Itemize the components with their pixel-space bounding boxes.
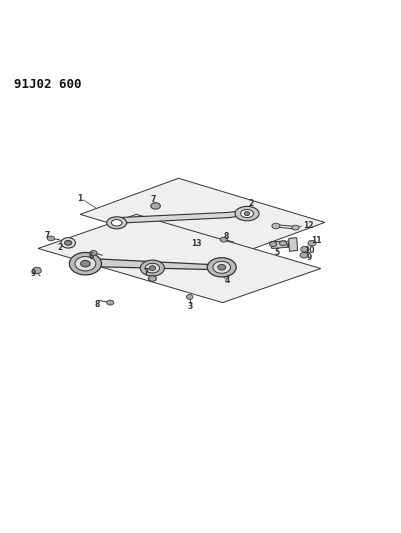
Ellipse shape bbox=[241, 209, 253, 217]
Text: 8: 8 bbox=[94, 300, 100, 309]
Ellipse shape bbox=[220, 237, 227, 242]
Text: 13: 13 bbox=[191, 239, 202, 248]
Polygon shape bbox=[113, 210, 252, 227]
Polygon shape bbox=[82, 259, 231, 270]
Ellipse shape bbox=[235, 206, 259, 221]
Text: 2: 2 bbox=[248, 199, 253, 208]
Text: 7: 7 bbox=[45, 231, 50, 240]
Text: 7: 7 bbox=[144, 269, 149, 277]
Ellipse shape bbox=[269, 241, 277, 246]
Ellipse shape bbox=[279, 241, 287, 246]
Text: 2: 2 bbox=[57, 243, 63, 252]
Ellipse shape bbox=[300, 253, 308, 258]
Ellipse shape bbox=[47, 236, 55, 241]
Ellipse shape bbox=[151, 203, 160, 209]
Ellipse shape bbox=[292, 225, 299, 230]
Ellipse shape bbox=[149, 265, 156, 271]
Polygon shape bbox=[270, 241, 288, 248]
Polygon shape bbox=[38, 214, 321, 303]
Ellipse shape bbox=[244, 212, 250, 215]
Ellipse shape bbox=[81, 261, 90, 267]
Text: 3: 3 bbox=[187, 302, 192, 311]
Text: 8: 8 bbox=[223, 231, 229, 240]
Text: 12: 12 bbox=[304, 222, 314, 230]
Text: 7: 7 bbox=[151, 196, 156, 205]
Polygon shape bbox=[289, 238, 298, 251]
Text: 6: 6 bbox=[89, 252, 94, 261]
Ellipse shape bbox=[65, 240, 72, 245]
Ellipse shape bbox=[308, 240, 316, 246]
Ellipse shape bbox=[213, 261, 231, 273]
Text: 11: 11 bbox=[312, 236, 322, 245]
Text: 9: 9 bbox=[30, 269, 36, 278]
Ellipse shape bbox=[107, 217, 127, 229]
Text: 5: 5 bbox=[274, 247, 279, 256]
Ellipse shape bbox=[148, 276, 156, 281]
Ellipse shape bbox=[301, 246, 309, 252]
Text: 1: 1 bbox=[77, 194, 82, 203]
Ellipse shape bbox=[107, 300, 114, 305]
Text: 9: 9 bbox=[306, 253, 312, 262]
Text: 91J02 600: 91J02 600 bbox=[14, 78, 81, 91]
Ellipse shape bbox=[61, 238, 75, 248]
Ellipse shape bbox=[145, 263, 160, 273]
Ellipse shape bbox=[186, 295, 193, 300]
Text: 4: 4 bbox=[225, 276, 231, 285]
Text: 10: 10 bbox=[304, 246, 315, 255]
Ellipse shape bbox=[111, 220, 122, 226]
Ellipse shape bbox=[75, 256, 96, 271]
Polygon shape bbox=[80, 178, 325, 259]
Ellipse shape bbox=[69, 253, 101, 275]
Ellipse shape bbox=[90, 251, 97, 255]
Ellipse shape bbox=[272, 223, 280, 229]
Ellipse shape bbox=[218, 264, 226, 270]
Ellipse shape bbox=[140, 260, 164, 276]
Ellipse shape bbox=[207, 257, 236, 277]
Ellipse shape bbox=[32, 268, 41, 274]
